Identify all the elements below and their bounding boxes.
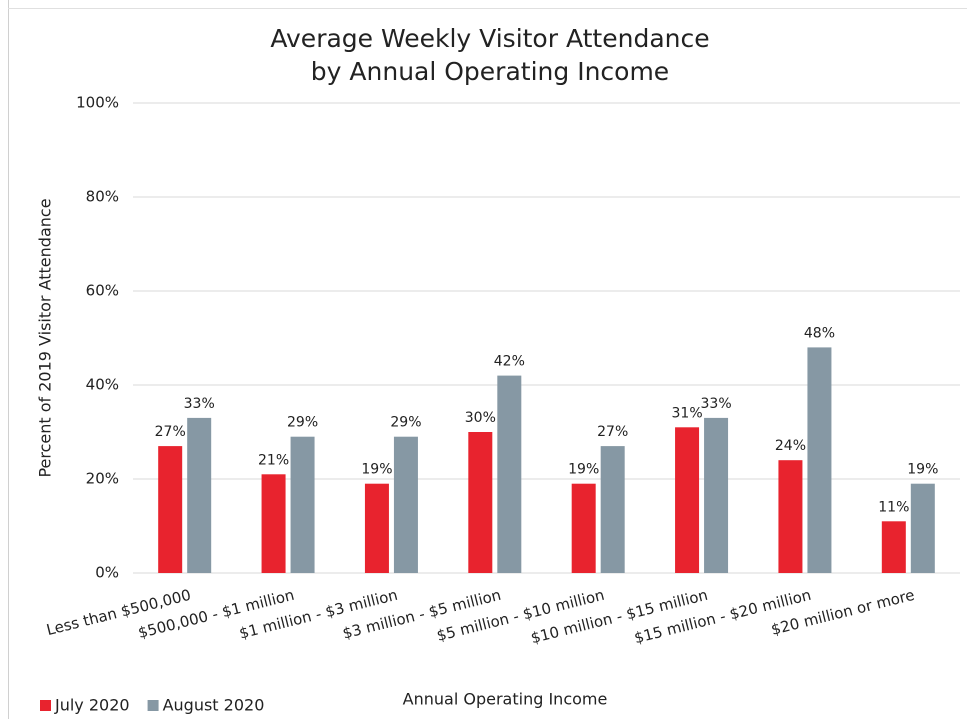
legend-label: August 2020	[163, 696, 265, 715]
y-axis-title: Percent of 2019 Visitor Attendance	[36, 198, 55, 477]
value-label: 19%	[361, 462, 392, 478]
value-label: 21%	[258, 452, 289, 468]
value-label: 42%	[494, 354, 525, 370]
bar	[187, 417, 212, 573]
value-label: 31%	[672, 405, 703, 421]
bar	[704, 417, 729, 573]
y-tick-label: 40%	[86, 376, 119, 394]
bar	[364, 483, 389, 573]
bar	[261, 474, 286, 573]
bar	[571, 483, 596, 573]
bar	[910, 483, 935, 573]
chart-title: Average Weekly Visitor Attendance	[270, 24, 709, 53]
value-label: 30%	[465, 410, 496, 426]
bar	[600, 446, 625, 573]
chart-title: by Annual Operating Income	[311, 57, 669, 86]
value-label: 33%	[701, 396, 732, 412]
legend-swatch	[147, 700, 159, 711]
legend-label: July 2020	[54, 696, 130, 715]
x-axis-title: Annual Operating Income	[403, 690, 608, 709]
bar	[881, 521, 906, 573]
bar	[393, 436, 418, 573]
value-label: 48%	[804, 325, 835, 341]
value-label: 11%	[878, 499, 909, 515]
value-label: 33%	[184, 396, 215, 412]
bar	[807, 347, 832, 573]
value-label: 24%	[775, 438, 806, 454]
value-label: 29%	[390, 415, 421, 431]
y-tick-label: 0%	[95, 564, 119, 582]
value-label: 27%	[597, 424, 628, 440]
bar	[158, 446, 183, 573]
value-label: 19%	[568, 462, 599, 478]
y-tick-label: 80%	[86, 188, 119, 206]
bar	[778, 460, 803, 573]
bar	[675, 427, 700, 573]
y-tick-label: 60%	[86, 282, 119, 300]
y-tick-label: 20%	[86, 470, 119, 488]
value-label: 29%	[287, 415, 318, 431]
bar	[290, 436, 315, 573]
value-label: 27%	[155, 424, 186, 440]
bar	[468, 432, 493, 573]
value-label: 19%	[907, 462, 938, 478]
legend-swatch	[40, 700, 51, 711]
bar	[497, 375, 522, 573]
y-tick-label: 100%	[76, 94, 119, 112]
